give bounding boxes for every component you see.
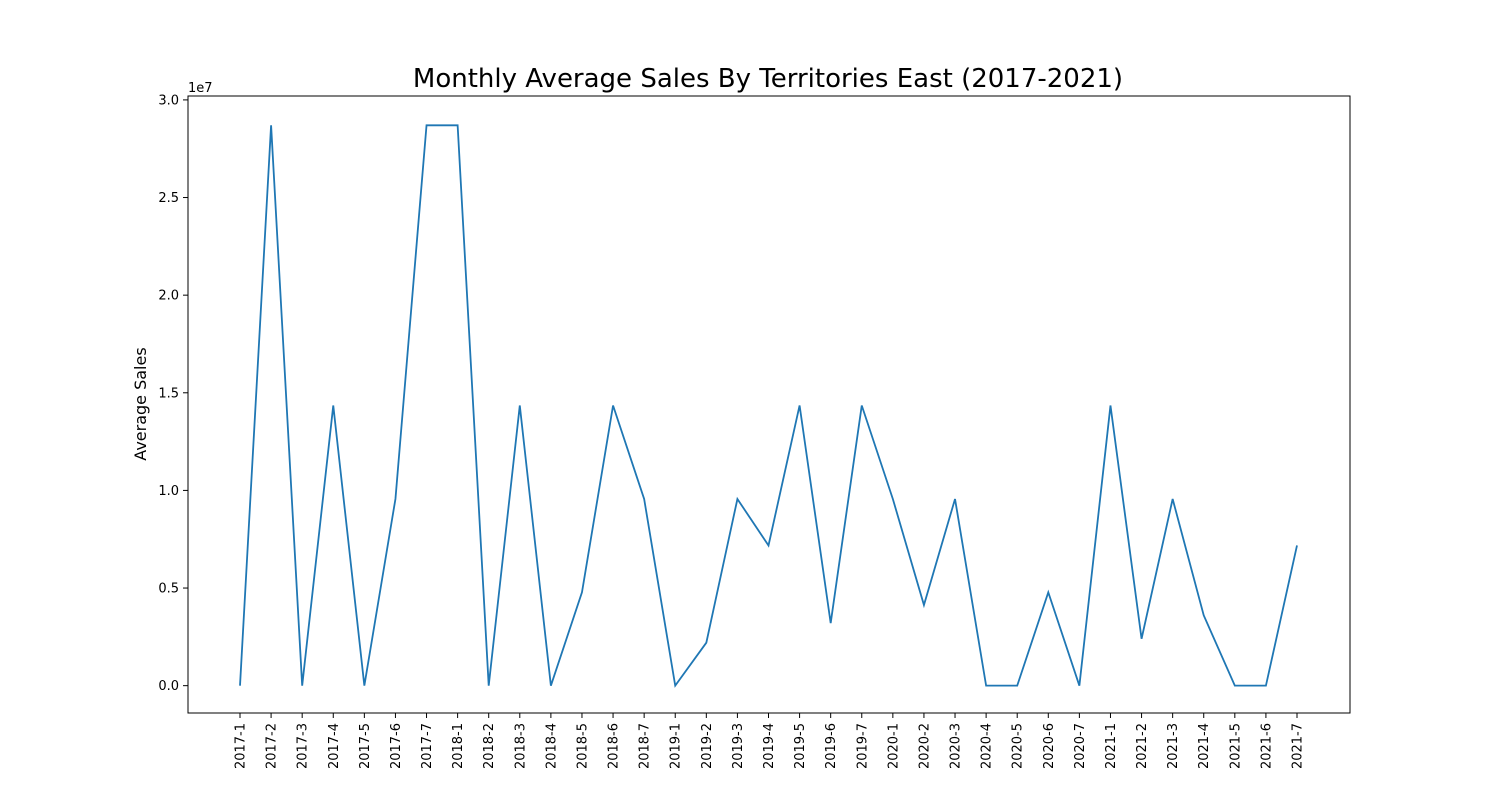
y-tick-label: 1.5 bbox=[158, 386, 179, 401]
x-tick-label: 2017-4 bbox=[327, 723, 342, 769]
x-tick-label: 2019-2 bbox=[700, 723, 715, 769]
x-tick-label: 2021-4 bbox=[1197, 723, 1212, 769]
x-tick-label: 2020-1 bbox=[886, 723, 901, 769]
x-tick-label: 2018-6 bbox=[607, 723, 622, 769]
x-tick-label: 2017-6 bbox=[389, 723, 404, 769]
x-tick-label: 2018-5 bbox=[575, 723, 590, 769]
x-tick-label: 2018-7 bbox=[638, 723, 653, 769]
chart-title: Monthly Average Sales By Territories Eas… bbox=[413, 64, 1123, 94]
x-axis: 2017-1 2017-2 2017-3 2017-4 2017-5 2017-6 2017… bbox=[234, 713, 1305, 769]
x-tick-label: 2017-1 bbox=[234, 723, 249, 769]
x-tick-label: 2020-7 bbox=[1073, 723, 1088, 769]
y-tick-label: 2.5 bbox=[158, 191, 179, 206]
plot-area bbox=[187, 95, 1351, 714]
x-tick-label: 2021-6 bbox=[1259, 723, 1274, 769]
x-tick-label: 2021-2 bbox=[1135, 723, 1150, 769]
x-tick-label: 2021-1 bbox=[1104, 723, 1119, 769]
x-tick-label: 2019-6 bbox=[824, 723, 839, 769]
x-tick-label: 2020-4 bbox=[980, 723, 995, 769]
x-tick-label: 2017-3 bbox=[296, 723, 311, 769]
x-tick-label: 2021-3 bbox=[1166, 723, 1181, 769]
x-tick-label: 2017-5 bbox=[358, 723, 373, 769]
x-tick-label: 2021-5 bbox=[1228, 723, 1243, 769]
y-tick-label: 0.0 bbox=[158, 679, 179, 694]
y-tick-label: 1.0 bbox=[158, 484, 179, 499]
y-axis-label: Average Sales bbox=[131, 347, 150, 460]
y-tick-label: 3.0 bbox=[158, 93, 179, 108]
x-tick-label: 2021-7 bbox=[1290, 723, 1305, 769]
x-tick-label: 2017-2 bbox=[265, 723, 280, 769]
y-axis-offset-label: 1e7 bbox=[188, 81, 213, 96]
x-tick-label: 2018-2 bbox=[482, 723, 497, 769]
x-tick-label: 2020-5 bbox=[1011, 723, 1026, 769]
x-tick-label: 2017-7 bbox=[420, 723, 435, 769]
x-tick-label: 2018-3 bbox=[513, 723, 528, 769]
x-tick-label: 2020-3 bbox=[949, 723, 964, 769]
x-tick-label: 2019-4 bbox=[762, 723, 777, 769]
y-tick-label: 0.5 bbox=[158, 582, 179, 597]
x-tick-label: 2019-3 bbox=[731, 723, 746, 769]
x-tick-label: 2018-4 bbox=[544, 723, 559, 769]
x-tick-label: 2019-1 bbox=[669, 723, 684, 769]
x-tick-label: 2020-2 bbox=[917, 723, 932, 769]
y-axis: 0.0 0.5 1.0 1.5 2.0 2.5 3.0 bbox=[158, 93, 188, 694]
series-line bbox=[239, 124, 1298, 688]
x-tick-label: 2018-1 bbox=[451, 723, 466, 769]
x-tick-label: 2019-5 bbox=[793, 723, 808, 769]
x-tick-label: 2020-6 bbox=[1042, 723, 1057, 769]
y-tick-label: 2.0 bbox=[158, 289, 179, 304]
x-tick-label: 2019-7 bbox=[855, 723, 870, 769]
